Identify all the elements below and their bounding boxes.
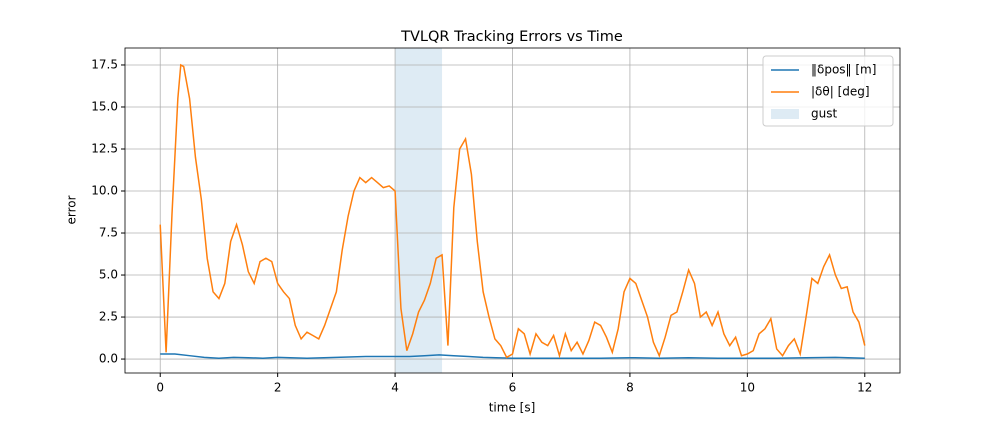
x-tick-label: 6 — [509, 381, 517, 395]
y-axis-label: error — [65, 195, 79, 224]
x-tick-label: 0 — [156, 381, 164, 395]
y-tick-label: 5.0 — [99, 268, 118, 282]
x-tick-label: 12 — [857, 381, 872, 395]
x-axis-label: time [s] — [489, 401, 536, 415]
legend-label: gust — [811, 107, 837, 121]
x-tick-label: 2 — [274, 381, 282, 395]
y-tick-label: 15.0 — [91, 99, 118, 113]
series-line — [160, 353, 865, 359]
series-line — [159, 63, 866, 359]
legend-swatch — [771, 109, 799, 119]
y-tick-label: 12.5 — [91, 141, 118, 155]
x-tick-label: 4 — [391, 381, 399, 395]
legend-label: |δθ| [deg] — [811, 85, 870, 99]
y-tick-label: 2.5 — [99, 310, 118, 324]
y-tick-label: 10.0 — [91, 184, 118, 198]
plot-frame — [124, 47, 901, 374]
chart-title: TVLQR Tracking Errors vs Time — [400, 29, 623, 45]
x-tick-label: 8 — [626, 381, 634, 395]
x-tick-label: 10 — [740, 381, 755, 395]
legend-label: ‖δpos‖ [m] — [811, 63, 876, 77]
legend-box — [762, 55, 894, 127]
y-tick-label: 17.5 — [91, 57, 118, 71]
gust-span — [395, 48, 443, 373]
y-tick-label: 0.0 — [99, 352, 118, 366]
y-tick-label: 7.5 — [99, 226, 118, 240]
